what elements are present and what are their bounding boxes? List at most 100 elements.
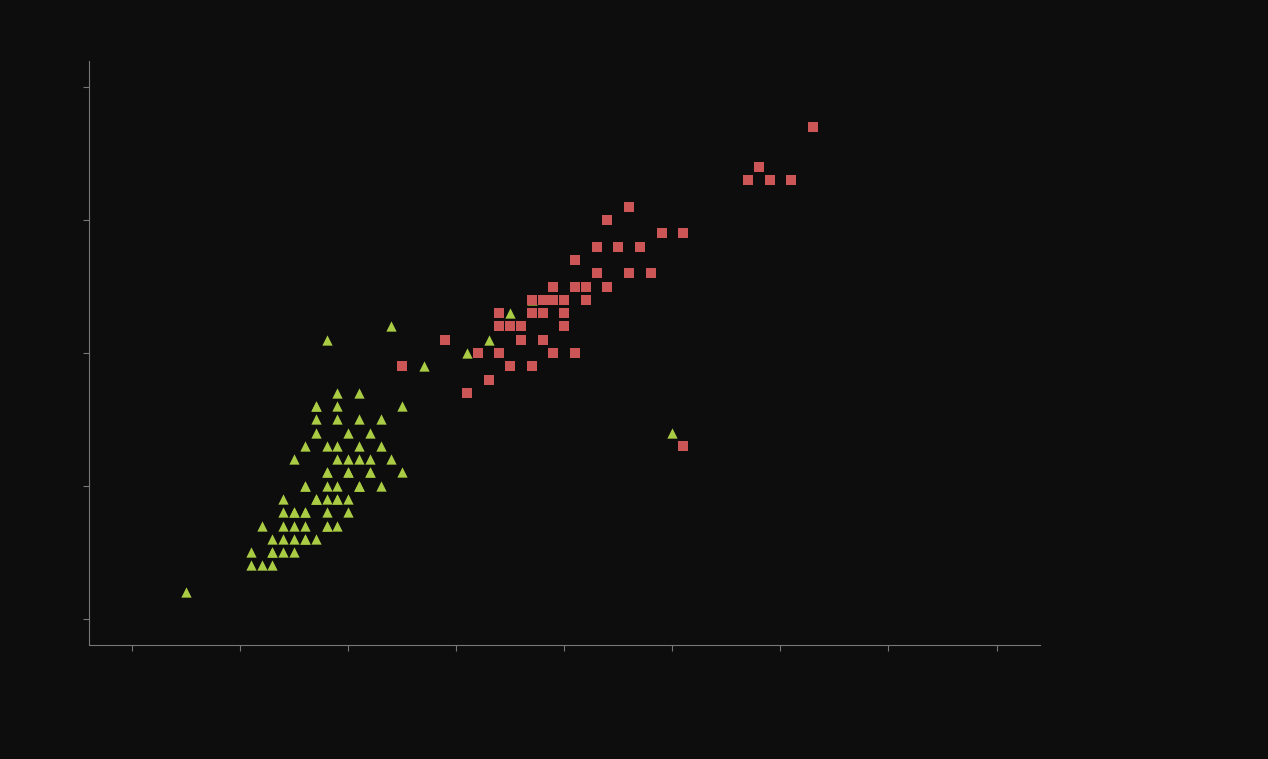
Point [349, 386, 369, 398]
Point [294, 519, 314, 531]
Point [241, 559, 261, 572]
Point [284, 533, 304, 545]
Point [521, 307, 541, 319]
Point [370, 439, 391, 452]
Point [306, 413, 326, 425]
Point [284, 519, 304, 531]
Point [284, 546, 304, 558]
Point [273, 493, 293, 505]
Point [317, 439, 337, 452]
Point [327, 480, 347, 492]
Point [566, 254, 586, 266]
Point [533, 294, 553, 306]
Point [533, 333, 553, 345]
Point [306, 400, 326, 412]
Point [273, 533, 293, 545]
Point [566, 347, 586, 359]
Point [284, 506, 304, 518]
Point [294, 533, 314, 545]
Point [294, 480, 314, 492]
Point [803, 121, 823, 133]
Point [500, 360, 520, 372]
Point [306, 400, 326, 412]
Point [327, 453, 347, 465]
Point [294, 439, 314, 452]
Point [306, 493, 326, 505]
Point [360, 453, 380, 465]
Point [597, 214, 618, 226]
Point [339, 506, 359, 518]
Point [251, 559, 271, 572]
Point [241, 546, 261, 558]
Point [456, 386, 477, 398]
Point [360, 427, 380, 439]
Point [587, 267, 607, 279]
Point [370, 413, 391, 425]
Point [554, 320, 574, 332]
Point [587, 241, 607, 253]
Point [468, 347, 488, 359]
Point [294, 506, 314, 518]
Point [306, 533, 326, 545]
Point [781, 174, 801, 186]
Point [630, 241, 650, 253]
Point [176, 586, 197, 598]
Point [349, 480, 369, 492]
Point [317, 466, 337, 478]
Point [273, 546, 293, 558]
Point [392, 400, 412, 412]
Point [262, 559, 283, 572]
Point [349, 413, 369, 425]
Point [489, 307, 510, 319]
Point [349, 480, 369, 492]
Point [609, 241, 629, 253]
Point [251, 519, 271, 531]
Point [500, 307, 520, 319]
Point [489, 347, 510, 359]
Point [284, 453, 304, 465]
Point [317, 466, 337, 478]
Point [640, 267, 661, 279]
Point [652, 227, 672, 239]
Point [284, 506, 304, 518]
Point [456, 347, 477, 359]
Point [339, 453, 359, 465]
Point [327, 493, 347, 505]
Point [294, 533, 314, 545]
Point [294, 506, 314, 518]
Point [262, 546, 283, 558]
Point [317, 480, 337, 492]
Point [327, 439, 347, 452]
Point [619, 267, 639, 279]
Point [339, 427, 359, 439]
Point [500, 360, 520, 372]
Point [543, 347, 563, 359]
Point [489, 320, 510, 332]
Point [327, 493, 347, 505]
Point [478, 333, 498, 345]
Point [317, 519, 337, 531]
Point [511, 320, 531, 332]
Point [317, 493, 337, 505]
Point [566, 280, 586, 292]
Point [349, 453, 369, 465]
Point [370, 480, 391, 492]
Point [576, 280, 596, 292]
Point [597, 280, 618, 292]
Point [339, 466, 359, 478]
Point [306, 493, 326, 505]
Point [413, 360, 434, 372]
Point [554, 294, 574, 306]
Point [748, 161, 768, 173]
Point [500, 320, 520, 332]
Point [760, 174, 780, 186]
Point [521, 294, 541, 306]
Point [317, 333, 337, 345]
Point [392, 360, 412, 372]
Point [543, 280, 563, 292]
Point [511, 333, 531, 345]
Point [339, 466, 359, 478]
Point [382, 320, 402, 332]
Point [306, 427, 326, 439]
Point [306, 493, 326, 505]
